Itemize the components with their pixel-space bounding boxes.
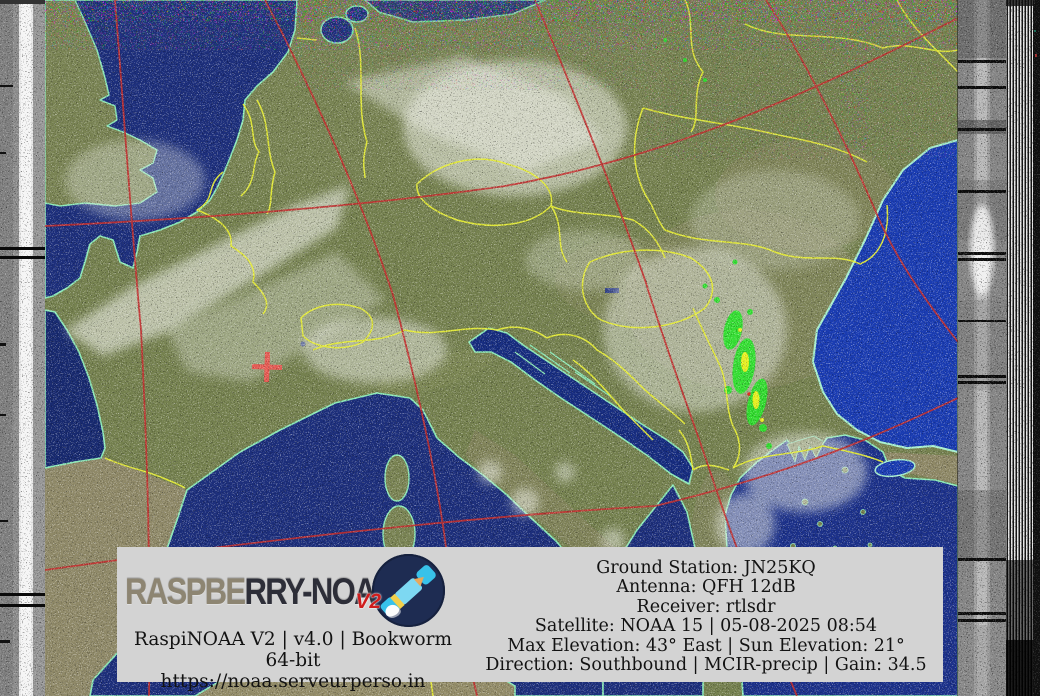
sync-band-left — [0, 0, 45, 696]
brand-text-right: RRY-NOAA — [244, 571, 397, 612]
footer-left: RASPBERRY-NOAA V2 RaspiNOAA V2 | v4.0 | … — [117, 547, 469, 692]
ground-station-line: Ground Station: JN25KQ — [596, 558, 816, 578]
stripe-band-right — [1006, 0, 1033, 696]
receiver-line: Receiver: rtlsdr — [636, 596, 776, 617]
version-badge: V2 — [355, 590, 381, 613]
telemetry-band-right — [958, 0, 1006, 696]
antenna-line: Antenna: QFH 12dB — [616, 577, 796, 598]
footer-left-lines: RaspiNOAA V2 | v4.0 | Bookworm 64-bit ht… — [125, 629, 461, 692]
info-footer: RASPBERRY-NOAA V2 RaspiNOAA V2 | v4.0 | … — [117, 547, 943, 692]
software-version-line: RaspiNOAA V2 | v4.0 | Bookworm 64-bit — [133, 629, 453, 671]
brand-logo: RASPBERRY-NOAA V2 — [121, 553, 469, 627]
satellite-pass-line: Satellite: NOAA 15 | 05-08-2025 08:54 — [534, 616, 878, 637]
elevation-line: Max Elevation: 43° East | Sun Elevation:… — [507, 635, 905, 656]
footer-right: Ground Station: JN25KQ Antenna: QFH 12dB… — [469, 547, 943, 682]
satellite-body-icon — [393, 576, 423, 605]
direction-line: Direction: Southbound | MCIR-precip | Ga… — [485, 655, 927, 676]
edge-band-right — [1033, 0, 1040, 696]
brand-wordmark: RASPBERRY-NOAA — [125, 571, 397, 613]
brand-text-left: RASPBE — [125, 571, 246, 612]
satellite-icon — [372, 554, 445, 627]
station-url: https://noaa.serveurperso.in — [160, 671, 426, 692]
